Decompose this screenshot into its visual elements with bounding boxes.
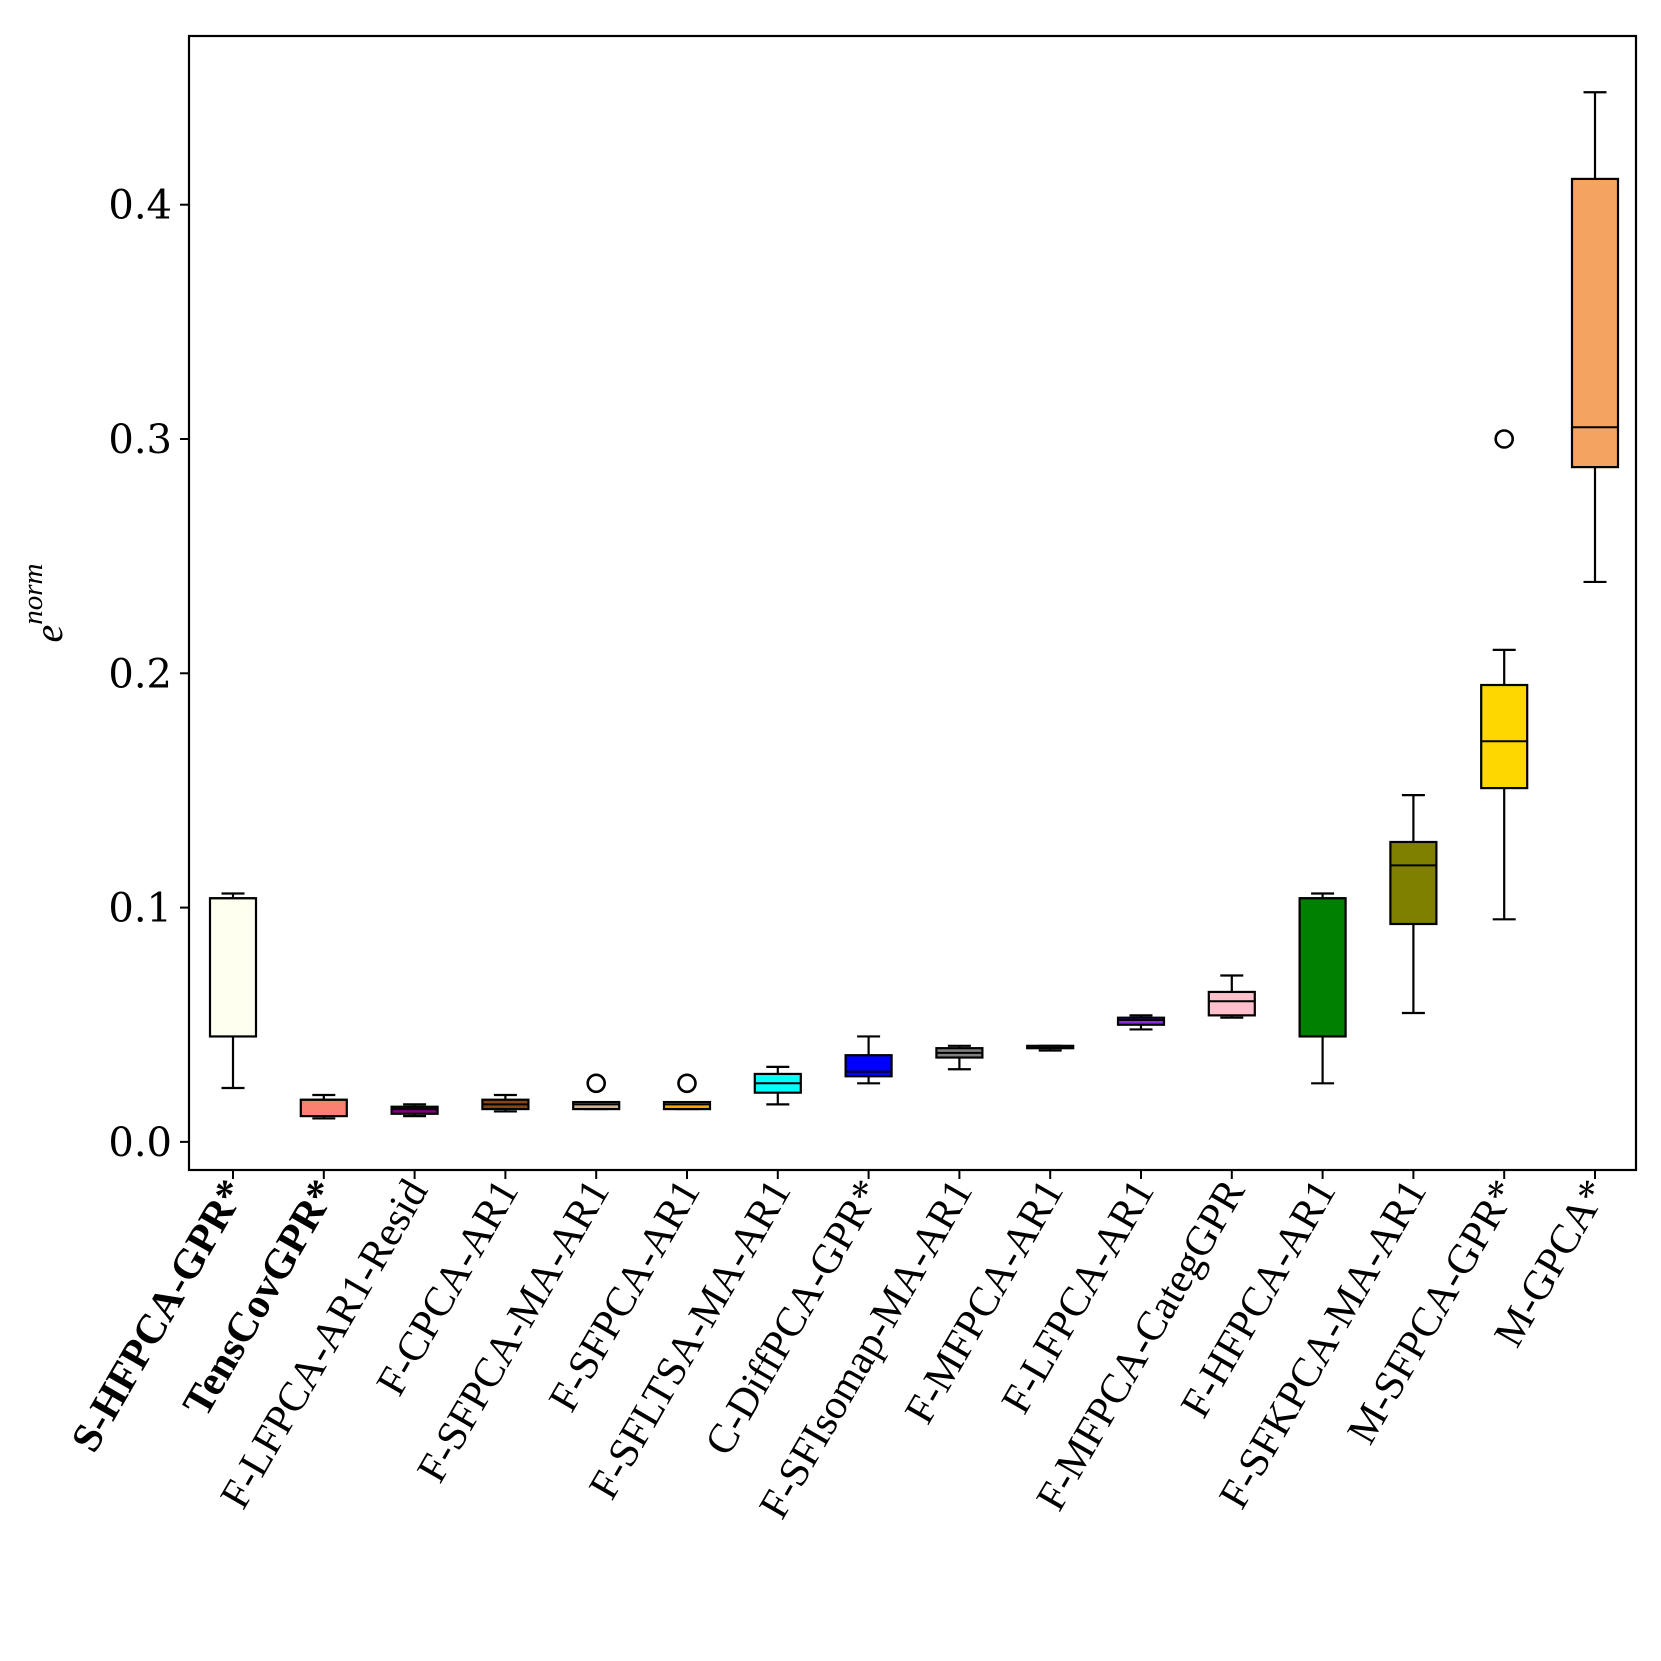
box-f-sfpca-ar1 [662, 1073, 712, 1111]
box-f-cpca-ar1 [481, 1093, 530, 1113]
box-f-mfpca-categgpr [1207, 974, 1256, 1019]
y-tick-label: 0.2 [108, 651, 172, 697]
y-axis-label: enorm [17, 564, 71, 643]
y-tick-label: 0.1 [108, 886, 172, 932]
iqr-box [572, 1100, 621, 1111]
iqr-box [1480, 683, 1529, 790]
box-f-lfpca-ar1-resid [390, 1103, 439, 1118]
box-f-sfltsa-ma-ar1 [753, 1065, 802, 1106]
iqr-box [1570, 177, 1620, 469]
iqr-box [1298, 897, 1347, 1038]
iqr-box [1389, 840, 1438, 926]
iqr-box [844, 1054, 893, 1078]
box-s-hfpca-gpr [208, 892, 258, 1090]
box-f-sfisomap-ma-ar1 [935, 1044, 984, 1071]
svg-text:enorm: enorm [17, 564, 71, 643]
iqr-box [1207, 990, 1256, 1017]
iqr-box [1116, 1016, 1166, 1026]
y-tick-label: 0.4 [108, 183, 172, 229]
box-f-sfkpca-ma-ar1 [1389, 794, 1438, 1015]
box-f-sfpca-ma-ar1 [572, 1073, 621, 1111]
box-f-hfpca-ar1 [1298, 892, 1347, 1085]
outlier-point [586, 1073, 607, 1094]
box-f-mfpca-ar1 [1026, 1044, 1075, 1052]
box-tenscovgpr [299, 1093, 348, 1120]
outlier-point [677, 1073, 697, 1094]
iqr-box [390, 1105, 439, 1115]
y-tick-label: 0.0 [108, 1120, 172, 1166]
boxes-layer [208, 91, 1620, 1120]
y-axis: 0.0 0.1 0.2 0.3 0.4 [108, 183, 189, 1166]
y-tick-label: 0.3 [108, 417, 172, 463]
iqr-box [662, 1100, 712, 1111]
box-m-sfpca-gpr [1480, 429, 1529, 921]
x-axis: S-HFPCA-GPR*TensCovGPR*F-LFPCA-AR1-Resid… [63, 1170, 1618, 1526]
box-f-lfpca-ar1 [1116, 1014, 1166, 1031]
box-c-diffpca-gpr [844, 1035, 893, 1085]
box-m-gpca [1570, 91, 1620, 584]
y-axis-label-main: e [26, 625, 71, 643]
iqr-box [299, 1098, 348, 1118]
plot-frame [187, 34, 1638, 1172]
outlier-point [1494, 429, 1514, 449]
y-axis-label-superscript: norm [17, 564, 49, 625]
iqr-box [208, 897, 258, 1038]
